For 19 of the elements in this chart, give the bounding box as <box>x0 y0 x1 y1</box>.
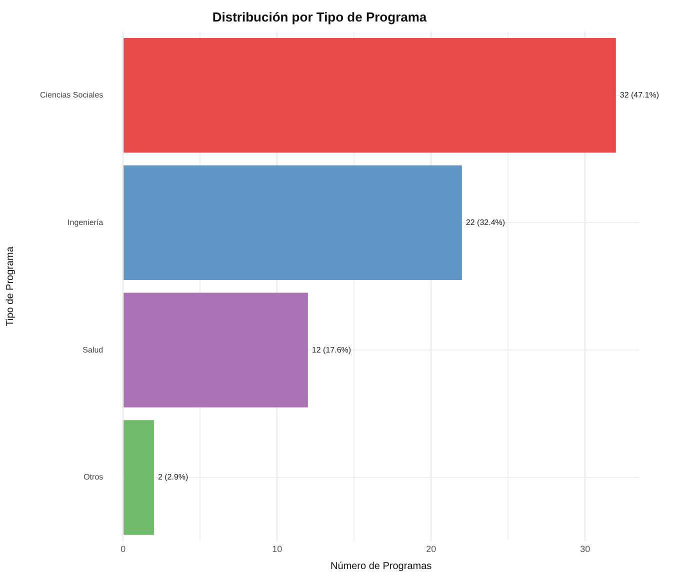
x-tick-label: 10 <box>272 544 282 554</box>
bar <box>124 165 462 280</box>
data-label: 12 (17.6%) <box>312 345 352 354</box>
bar <box>124 420 154 535</box>
data-label: 32 (47.1%) <box>620 90 660 100</box>
y-tick-label: Ciencias Sociales <box>40 90 104 100</box>
bar <box>124 38 616 153</box>
y-tick-label: Salud <box>82 345 104 354</box>
x-axis-title: Número de Programas <box>330 560 432 572</box>
data-label: 22 (32.4%) <box>466 218 506 227</box>
chart-title: Distribución por Tipo de Programa <box>212 9 428 24</box>
x-tick-label: 30 <box>580 544 590 554</box>
y-tick-label: Ingeniería <box>68 218 104 227</box>
bar <box>124 292 308 408</box>
y-tick-label: Otros <box>84 472 104 482</box>
y-axis-title: Tipo de Programa <box>4 246 16 326</box>
x-tick-label: 20 <box>426 544 436 554</box>
x-tick-label: 0 <box>120 544 126 554</box>
data-label: 2 (2.9%) <box>158 472 189 482</box>
